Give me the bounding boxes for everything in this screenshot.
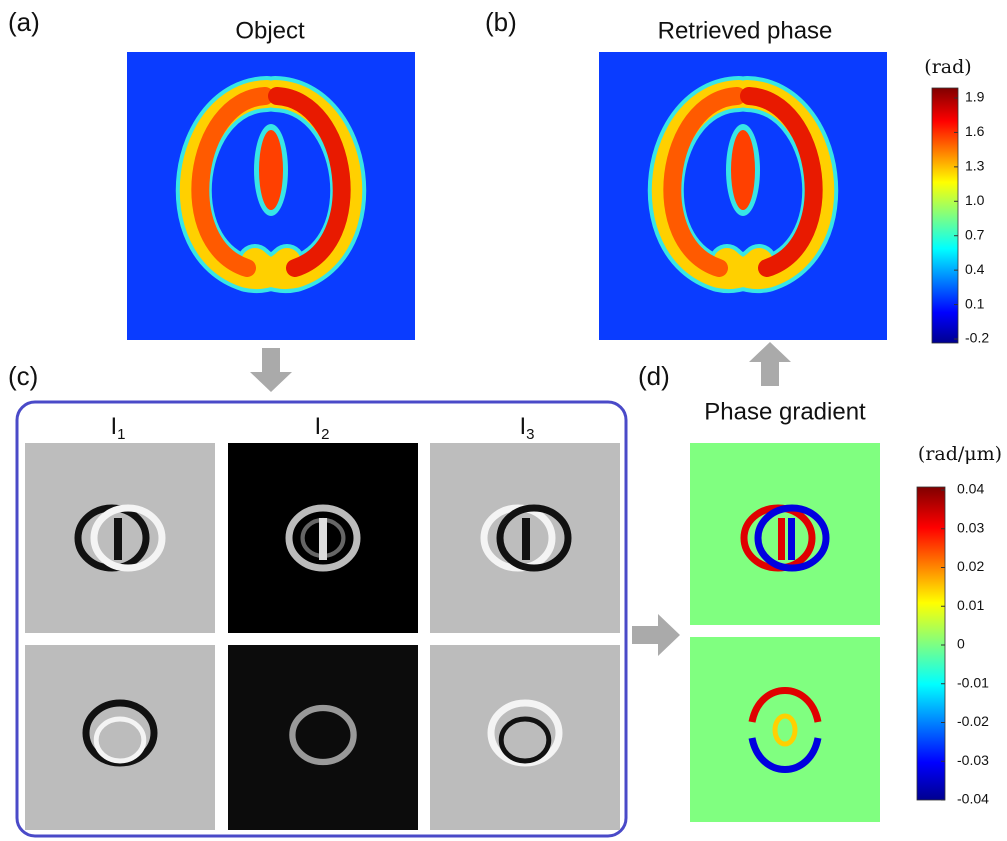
object-image: [127, 52, 415, 340]
colorbar-tick-label: -0.02: [957, 713, 989, 729]
column-label: I2: [314, 413, 329, 443]
colorbar-tick-label: 0.01: [957, 597, 984, 613]
colorbar-tick-label: 0: [957, 636, 965, 652]
panel-title: Retrieved phase: [658, 17, 833, 44]
colorbar: [917, 487, 945, 800]
column-label: I1: [110, 413, 125, 443]
arrow-down: [250, 348, 292, 392]
panel-title: Object: [235, 17, 305, 44]
intensity-images: [25, 443, 620, 830]
colorbar-tick-label: -0.01: [957, 674, 989, 690]
colorbar-tick-label: 1.3: [965, 158, 985, 174]
colorbar-tick-label: 0.1: [965, 295, 985, 311]
panel-label: (c): [8, 361, 38, 391]
retrieved-image: [599, 52, 887, 340]
colorbar-tick-label: 0.4: [965, 261, 985, 277]
colorbar-tick-label: 0.04: [957, 481, 984, 497]
colorbar-tick-label: 1.6: [965, 123, 985, 139]
colorbar-tick-label: 1.0: [965, 192, 985, 208]
colorbar-tick-label: 0.03: [957, 519, 984, 535]
colorbar-tick-label: -0.03: [957, 752, 989, 768]
colorbar-tick-label: 1.9: [965, 89, 985, 105]
arrow-up: [749, 342, 791, 386]
arrow-right: [632, 614, 680, 656]
colorbar-ticks: 0.04 0.03 0.02 0.01 0 -0.01 -0.02 -0.03 -0.04: [941, 481, 989, 807]
panel-title: Phase gradient: [704, 398, 866, 425]
colorbar-tick-label: -0.04: [957, 791, 989, 807]
panel-label: (d): [638, 361, 670, 391]
panel-label: (b): [485, 7, 517, 37]
colorbar-unit: (rad/μm): [918, 443, 1002, 465]
colorbar-tick-label: 0.02: [957, 558, 984, 574]
colorbar-tick-label: -0.2: [965, 330, 989, 346]
gradient-images: [690, 443, 880, 822]
colorbar-unit: (rad): [924, 56, 971, 78]
colorbar-tick-label: 0.7: [965, 226, 985, 242]
column-label: I3: [519, 413, 534, 443]
colorbar-ticks: 1.9 1.6 1.3 1.0 0.7 0.4 0.1 -0.2: [954, 89, 989, 346]
panel-label: (a): [8, 7, 40, 37]
figure: (a) Object (b) Retrieved phase (rad) 1.9…: [0, 0, 1007, 841]
